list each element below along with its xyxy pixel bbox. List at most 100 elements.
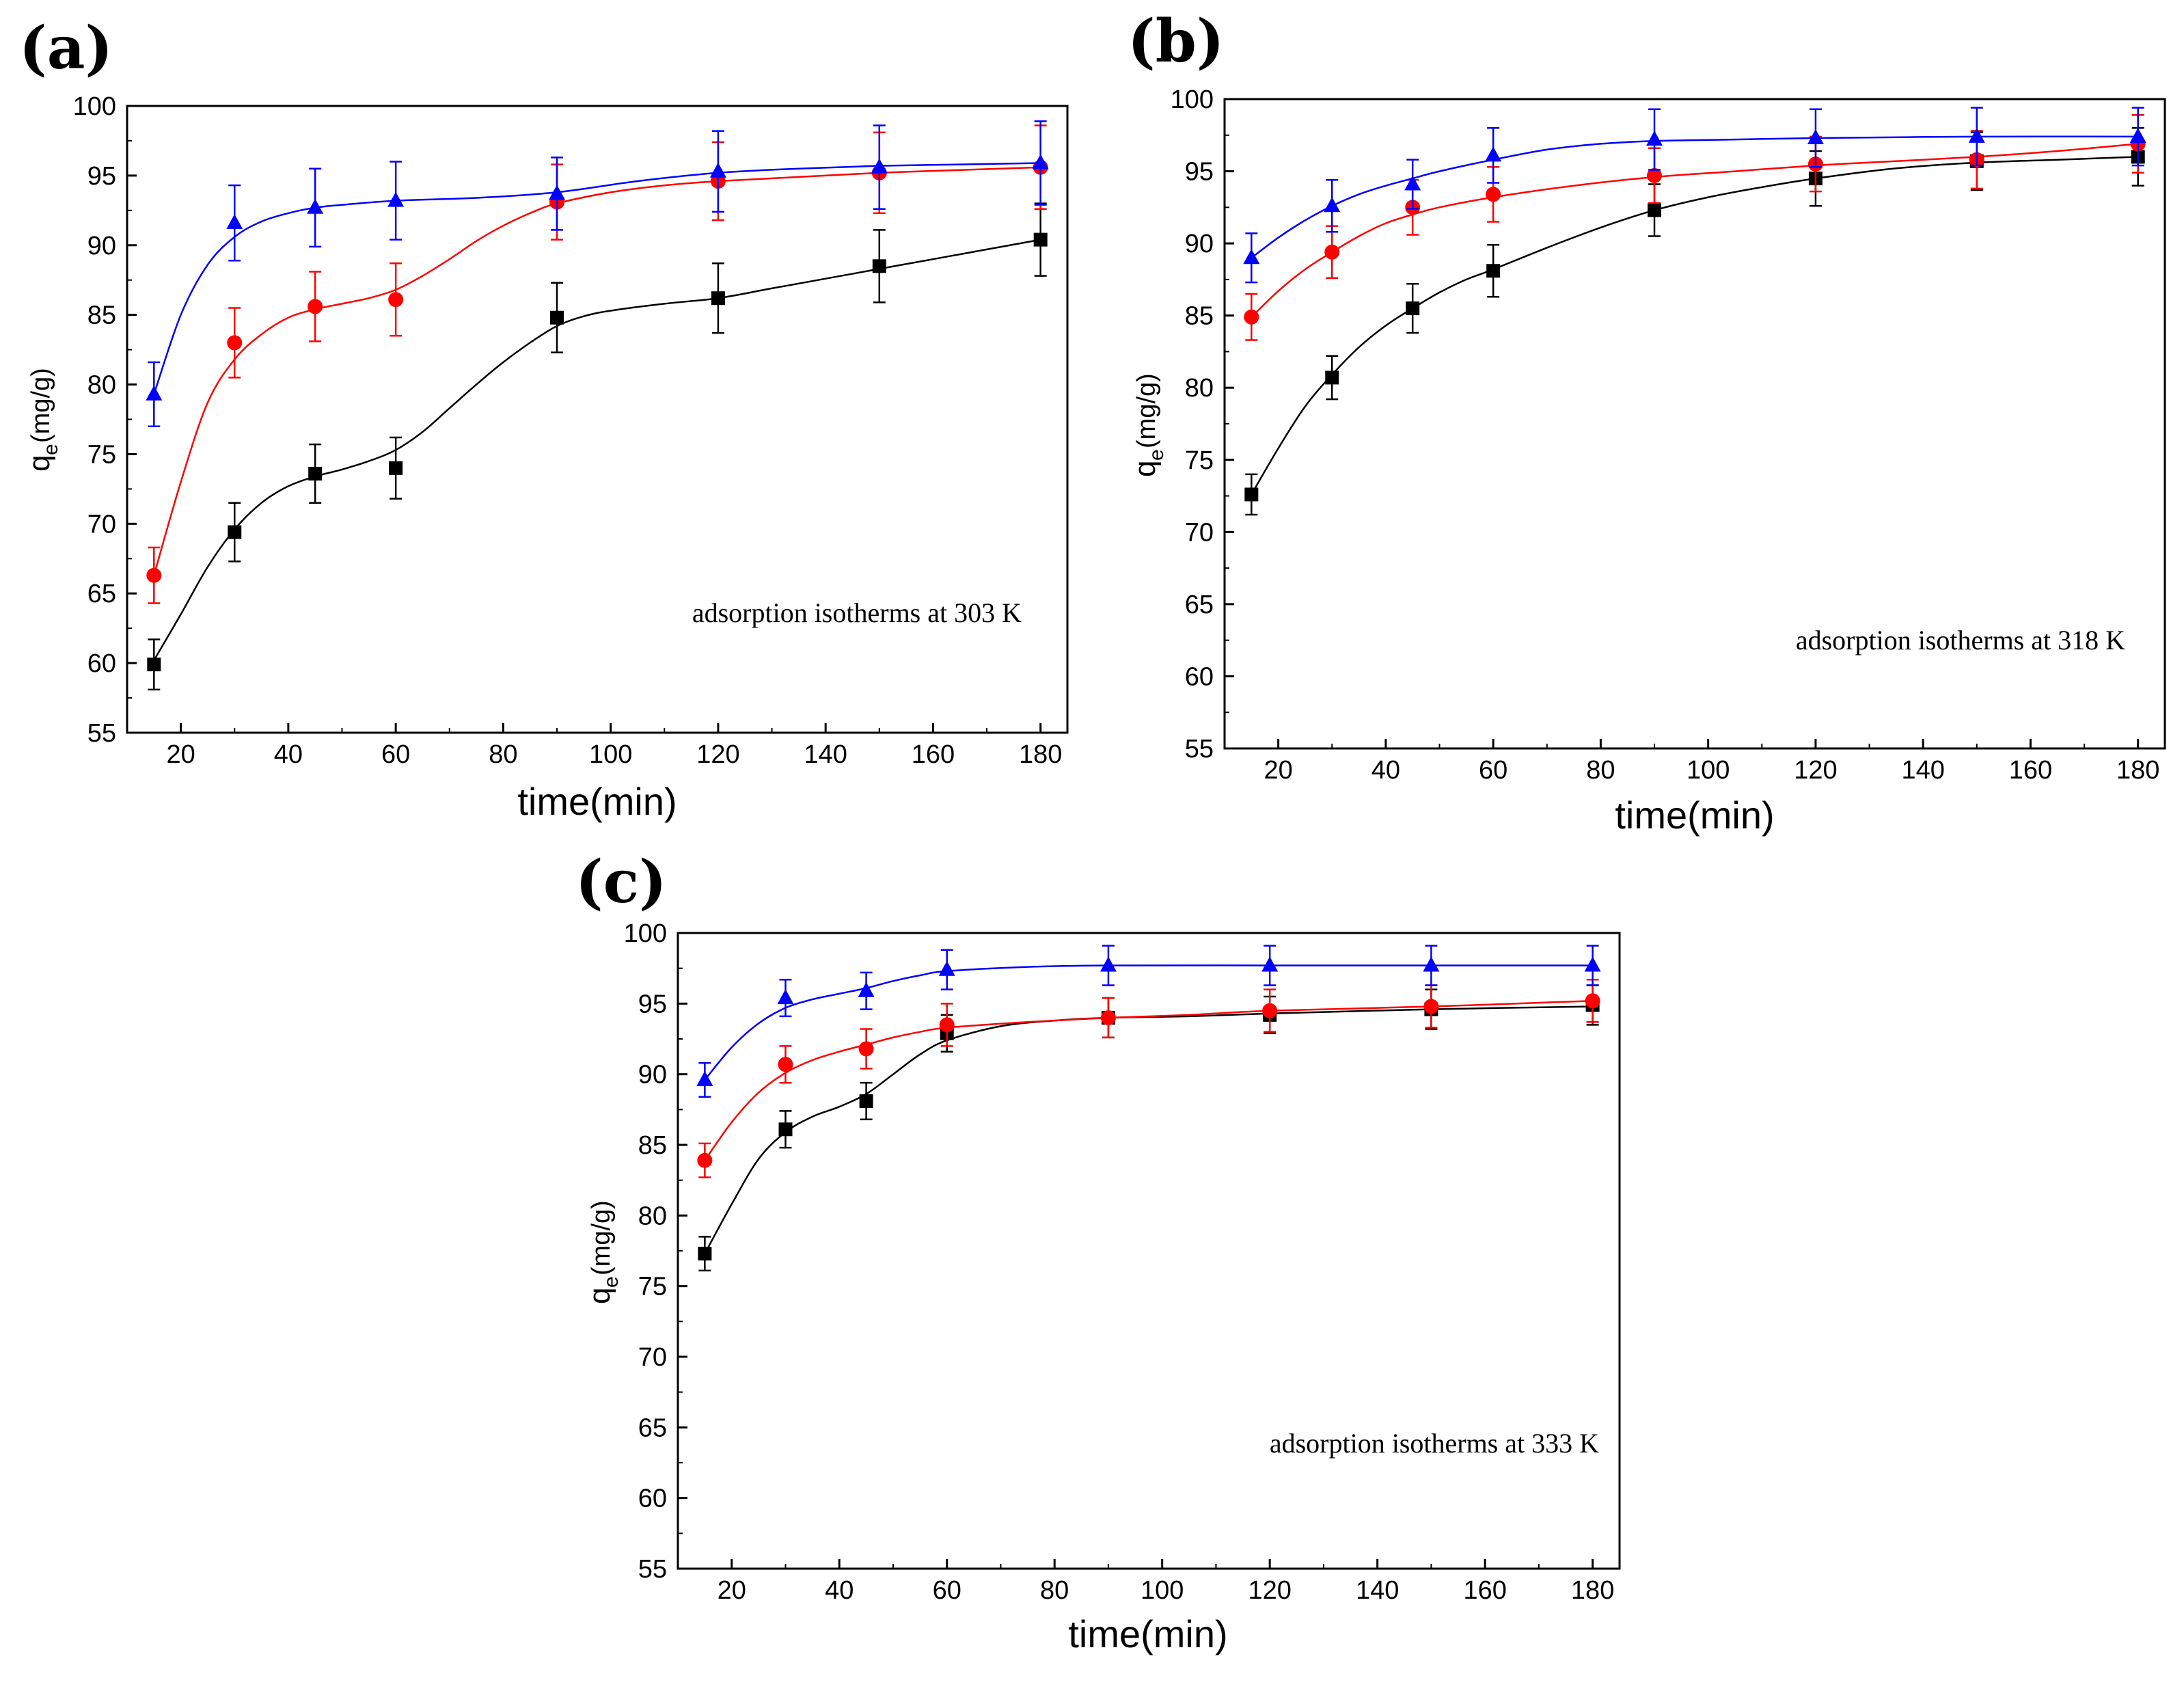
y-tick-label: 100 <box>1171 85 1214 114</box>
y-tick-label: 100 <box>624 919 667 948</box>
data-point-triangle <box>709 162 726 178</box>
data-point-circle <box>1324 244 1340 260</box>
x-tick-label: 20 <box>718 1576 746 1605</box>
data-point-triangle <box>146 385 163 401</box>
y-tick-label: 60 <box>638 1485 667 1513</box>
annotation-text: adsorption isotherms at 333 K <box>1270 1428 1599 1459</box>
x-axis-title: time(min) <box>1068 1612 1227 1655</box>
data-point-triangle <box>777 989 794 1005</box>
data-point-triangle <box>1243 249 1260 265</box>
y-axis-title-subscript: e <box>40 444 62 455</box>
y-axis-title-unit: (mg/g) <box>587 1200 616 1275</box>
series-fit-line <box>153 162 1041 395</box>
x-tick-label: 180 <box>2116 756 2159 785</box>
data-point-square <box>859 1094 873 1108</box>
y-tick-label: 75 <box>1185 446 1214 475</box>
data-point-square <box>1406 301 1420 316</box>
y-axis-title-symbol: q <box>1128 461 1162 477</box>
series-red <box>1244 113 2146 341</box>
y-tick-label: 75 <box>87 440 116 469</box>
y-tick-label: 80 <box>638 1202 667 1230</box>
series-black <box>1244 126 2145 516</box>
panel-label: (a) <box>19 14 113 83</box>
annotation-text: adsorption isotherms at 303 K <box>692 597 1022 628</box>
data-point-square <box>1648 203 1662 217</box>
data-point-triangle <box>1404 175 1421 191</box>
y-axis-title-symbol: q <box>23 455 56 472</box>
y-tick-label: 85 <box>87 301 116 330</box>
y-tick-label: 85 <box>638 1131 667 1160</box>
x-axis-title: time(min) <box>517 780 677 823</box>
series-red <box>697 978 1600 1178</box>
y-tick-label: 75 <box>638 1273 667 1301</box>
y-tick-label: 55 <box>87 719 116 748</box>
data-point-triangle <box>307 198 324 214</box>
data-point-circle <box>1647 167 1663 183</box>
x-tick-label: 120 <box>1794 756 1837 785</box>
y-tick-label: 55 <box>1185 735 1214 763</box>
data-point-triangle <box>1324 197 1341 213</box>
y-tick-label: 90 <box>638 1061 667 1090</box>
y-axis-title-subscript: e <box>600 1276 623 1288</box>
x-tick-label: 140 <box>1356 1576 1399 1605</box>
data-point-circle <box>146 567 162 583</box>
data-point-triangle <box>2129 127 2146 143</box>
data-point-square <box>1244 487 1259 502</box>
data-point-square <box>389 461 403 475</box>
x-tick-label: 120 <box>696 740 739 769</box>
data-point-circle <box>1423 999 1439 1014</box>
y-tick-label: 95 <box>87 162 116 191</box>
x-tick-label: 100 <box>1687 756 1730 785</box>
data-point-triangle <box>226 214 243 230</box>
x-tick-label: 100 <box>589 740 632 769</box>
series-fit-line <box>153 239 1041 661</box>
x-tick-label: 100 <box>1141 1576 1184 1605</box>
series-red <box>146 124 1048 604</box>
series-blue <box>1243 107 2146 284</box>
y-tick-label: 70 <box>1185 518 1214 547</box>
data-point-circle <box>388 292 404 308</box>
y-tick-label: 70 <box>87 510 116 539</box>
x-tick-label: 140 <box>804 740 847 769</box>
x-axis-title: time(min) <box>1615 794 1774 837</box>
data-point-triangle <box>858 982 875 997</box>
data-point-triangle <box>1807 129 1824 144</box>
panel-label: (c) <box>575 848 667 917</box>
x-tick-label: 20 <box>1264 756 1292 785</box>
x-tick-label: 160 <box>912 740 955 769</box>
y-tick-label: 60 <box>87 649 116 678</box>
y-tick-label: 80 <box>1185 374 1214 403</box>
y-axis-title: qe(mg/g) <box>23 368 62 472</box>
data-point-triangle <box>1485 146 1502 162</box>
data-point-square <box>872 259 886 273</box>
data-point-square <box>698 1247 712 1261</box>
data-point-circle <box>939 1017 955 1033</box>
y-tick-label: 60 <box>1185 662 1214 691</box>
y-tick-label: 65 <box>1185 591 1214 619</box>
data-point-circle <box>1100 1010 1116 1025</box>
x-tick-label: 80 <box>1040 1576 1069 1605</box>
data-point-square <box>147 658 161 672</box>
data-point-circle <box>1486 187 1501 202</box>
data-point-square <box>228 525 242 539</box>
data-point-square <box>711 291 725 306</box>
plot-frame <box>677 932 1621 1570</box>
y-tick-label: 80 <box>87 371 116 400</box>
chart-panel-a: (a) 20 40 60 80 100 120 140 160 180 55 60 65 70 75 80 85… <box>19 14 1069 823</box>
x-tick-label: 160 <box>2009 756 2052 785</box>
data-point-triangle <box>1032 154 1049 170</box>
y-tick-label: 55 <box>638 1555 667 1584</box>
y-tick-label: 90 <box>87 232 116 260</box>
data-point-square <box>1486 264 1501 278</box>
series-blue <box>696 945 1601 1098</box>
data-point-triangle <box>387 191 405 207</box>
data-point-circle <box>1585 993 1600 1009</box>
data-point-square <box>1033 232 1048 247</box>
series-blue <box>146 120 1049 427</box>
chart-panel-c: (c) 20 40 60 80 100 120 140 160 180 55 60 65 70 75 80 85… <box>575 848 1621 1655</box>
data-point-circle <box>1262 1003 1278 1018</box>
y-axis-title-unit: (mg/g) <box>27 368 55 443</box>
x-tick-label: 60 <box>1479 756 1507 785</box>
series-fit-line <box>153 166 1041 576</box>
